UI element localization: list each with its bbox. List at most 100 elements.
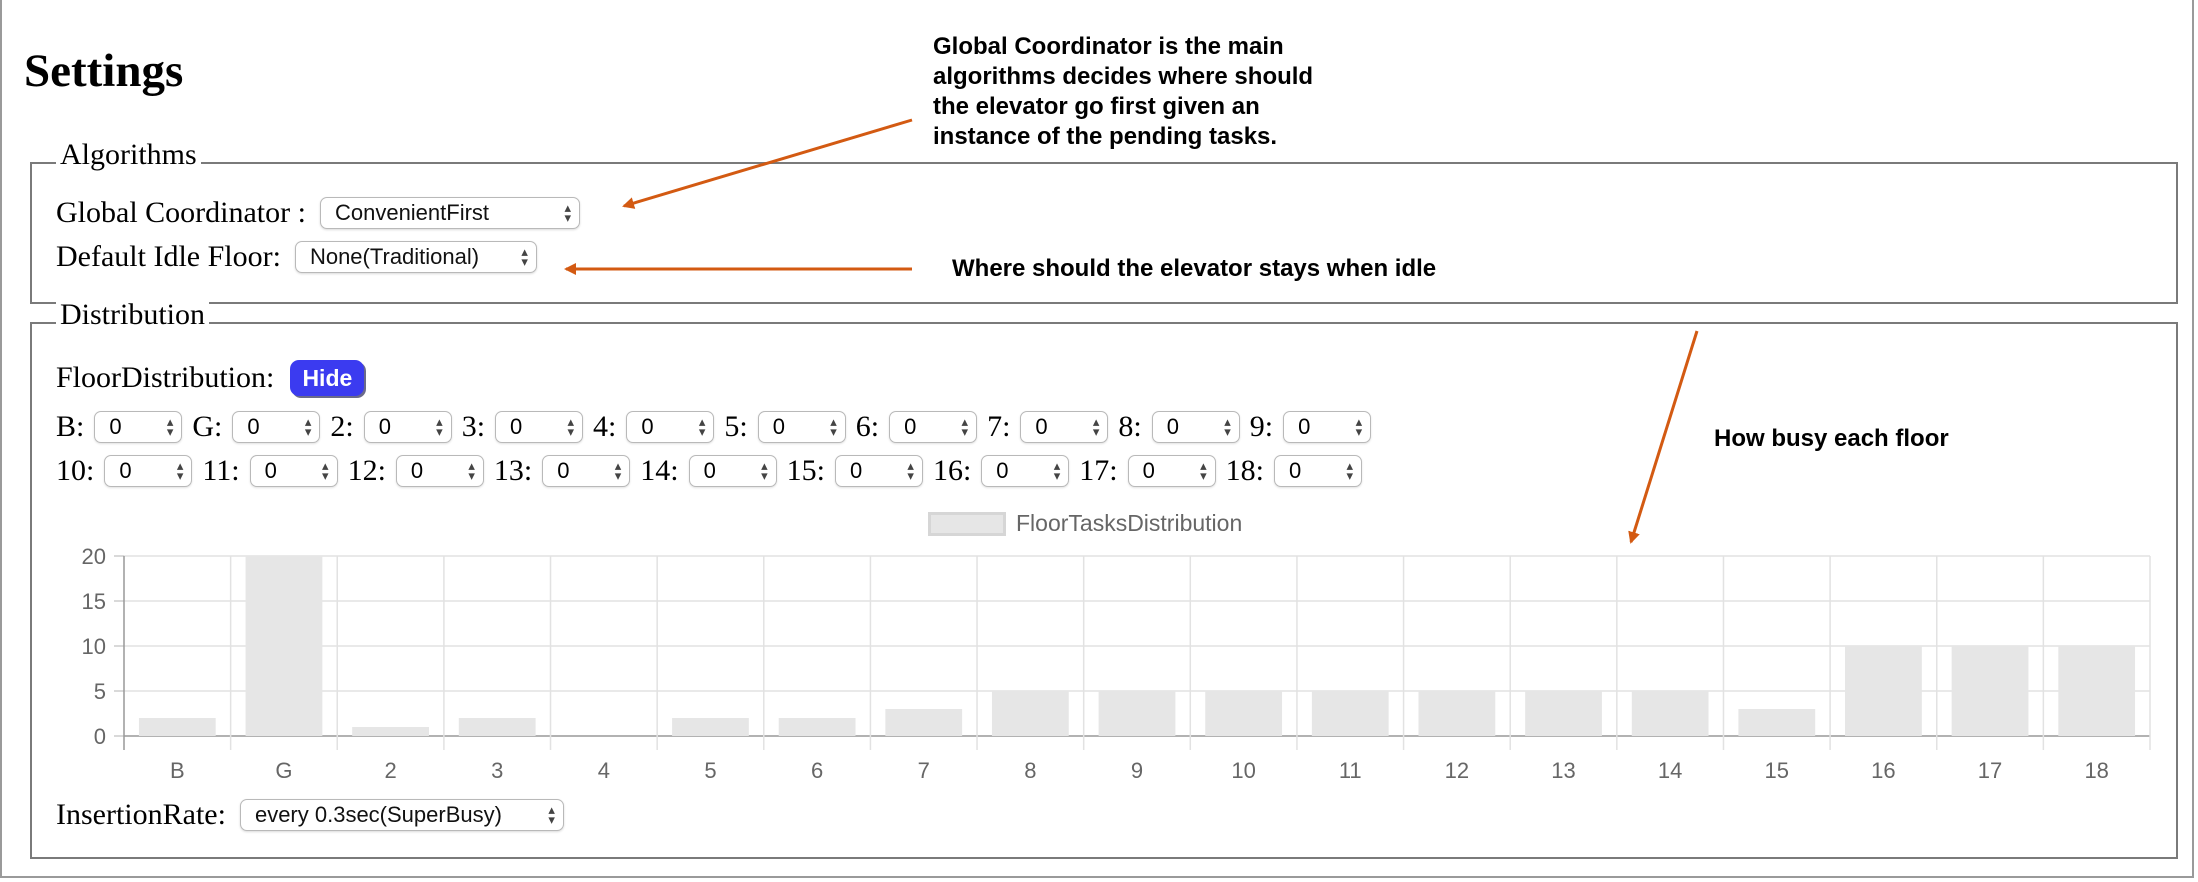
floor-weight-value: 0 <box>1298 414 1311 439</box>
floor-weight-input[interactable]: 0 ▴ ▾ <box>1127 455 1216 487</box>
stepper-chevron-icon: ▴ ▾ <box>166 414 174 439</box>
floor-label: 18: <box>1225 454 1264 487</box>
bar <box>672 718 749 736</box>
bar <box>1311 691 1389 736</box>
floor-weight-input[interactable]: 0 ▴ ▾ <box>542 455 631 487</box>
floor-weight-input[interactable]: 0 ▴ ▾ <box>889 411 978 443</box>
floor-label: 13: <box>493 454 533 487</box>
y-tick-label: 15 <box>82 589 106 614</box>
floor-label: 17: <box>1079 454 1118 487</box>
floor-label: 4: <box>593 410 617 443</box>
page-title: Settings <box>24 45 184 97</box>
bar <box>352 727 429 736</box>
chart-legend[interactable]: FloorTasksDistribution <box>928 510 1242 537</box>
idle-floor-value: None(Traditional) <box>309 244 480 269</box>
bar <box>2058 646 2136 736</box>
x-tick-label: 6 <box>811 758 823 783</box>
bar <box>245 556 323 736</box>
floor-label: 16: <box>932 454 972 487</box>
floor-label: 12: <box>347 454 386 487</box>
insertion-rate-value: every 0.3sec(SuperBusy) <box>254 802 502 827</box>
algorithms-legend: Algorithms <box>56 138 201 172</box>
idle-floor-label: Default Idle Floor: <box>56 240 281 273</box>
x-tick-label: 17 <box>1978 758 2002 783</box>
insertion-rate-row: InsertionRate: every 0.3sec(SuperBusy) ▴… <box>56 798 564 832</box>
bar <box>458 718 536 736</box>
bar <box>1845 646 1922 736</box>
algorithms-fieldset: Algorithms <box>30 138 2178 304</box>
floor-weight-input[interactable]: 0 ▴ ▾ <box>363 411 452 443</box>
x-tick-label: 11 <box>1339 758 1362 783</box>
floor-weight-input[interactable]: 0 ▴ ▾ <box>1151 411 1240 443</box>
floor-inputs-row-1: B: 0 ▴ ▾ G: 0 ▴ ▾ 2: 0 ▴ ▾ 3: 0 ▴ ▾ 4: 0 ▴ ▾ 5: 0 ▴ ▾ 6: 0 ▴ ▾ 7: 0 ▴ ▾… <box>56 410 1381 444</box>
x-tick-label: 13 <box>1551 758 1575 783</box>
floor-weight-input[interactable]: 0 ▴ ▾ <box>395 455 484 487</box>
x-tick-label: 9 <box>1131 758 1143 783</box>
floor-weight-input[interactable]: 0 ▴ ▾ <box>1020 411 1109 443</box>
bar <box>1951 646 2029 736</box>
idle-floor-select[interactable]: None(Traditional) ▴ ▾ <box>294 241 537 273</box>
floor-distribution-row: FloorDistribution: Hide <box>56 360 365 396</box>
x-tick-label: 4 <box>598 758 610 783</box>
busy-annotation: How busy each floor <box>1714 425 1949 452</box>
floor-weight-input[interactable]: 0 ▴ ▾ <box>834 455 923 487</box>
y-tick-label: 20 <box>82 544 106 569</box>
x-tick-label: 12 <box>1445 758 1469 783</box>
bar <box>1205 691 1283 736</box>
floor-weight-input[interactable]: 0 ▴ ▾ <box>104 455 193 487</box>
floor-weight-value: 0 <box>378 414 391 439</box>
stepper-chevron-icon: ▴ ▾ <box>761 458 768 483</box>
floor-weight-input[interactable]: 0 ▴ ▾ <box>249 455 338 487</box>
floor-weight-input[interactable]: 0 ▴ ▾ <box>1273 455 1362 487</box>
select-chevron-icon: ▴ ▾ <box>564 200 571 225</box>
floor-label: 14: <box>640 454 679 487</box>
floor-weight-input[interactable]: 0 ▴ ▾ <box>1283 411 1372 443</box>
floor-weight-value: 0 <box>247 414 260 439</box>
floor-weight-value: 0 <box>557 458 570 483</box>
floor-label: 9: <box>1249 410 1274 443</box>
floor-label: 2: <box>330 410 354 443</box>
bar <box>991 691 1069 736</box>
floor-weight-input[interactable]: 0 ▴ ▾ <box>688 455 777 487</box>
stepper-chevron-icon: ▴ ▾ <box>304 414 312 439</box>
x-tick-label: 7 <box>918 758 930 783</box>
floor-weight-input[interactable]: 0 ▴ ▾ <box>626 411 715 443</box>
stepper-chevron-icon: ▴ ▾ <box>468 458 475 483</box>
floor-weight-value: 0 <box>996 458 1009 483</box>
x-tick-label: 2 <box>384 758 396 783</box>
floor-weight-value: 0 <box>109 414 122 439</box>
floor-distribution-label: FloorDistribution: <box>56 361 275 394</box>
floor-weight-input[interactable]: 0 ▴ ▾ <box>495 411 584 443</box>
floor-weight-input[interactable]: 0 ▴ ▾ <box>232 411 321 443</box>
bar <box>1631 691 1709 736</box>
floor-label: 10: <box>56 454 95 487</box>
bar <box>885 709 963 736</box>
floor-weight-input[interactable]: 0 ▴ ▾ <box>981 455 1070 487</box>
distribution-fieldset: Distribution <box>30 298 2178 859</box>
floor-label: G: <box>192 410 223 443</box>
floor-weight-value: 0 <box>904 414 917 439</box>
floor-weight-input[interactable]: 0 ▴ ▾ <box>94 411 183 443</box>
floor-label: 6: <box>855 410 880 443</box>
floor-label: 7: <box>987 410 1011 443</box>
bar <box>1418 691 1496 736</box>
stepper-chevron-icon: ▴ ▾ <box>322 458 329 483</box>
floor-weight-input[interactable]: 0 ▴ ▾ <box>757 411 846 443</box>
legend-swatch <box>928 511 1006 536</box>
insertion-rate-select[interactable]: every 0.3sec(SuperBusy) ▴ ▾ <box>239 799 564 831</box>
floor-weight-value: 0 <box>641 414 654 439</box>
busy-arrow <box>1628 330 1699 544</box>
floor-label: 8: <box>1118 410 1142 443</box>
stepper-chevron-icon: ▴ ▾ <box>567 414 575 439</box>
idle-floor-row: Default Idle Floor: None(Traditional) ▴ ▾ <box>56 240 537 274</box>
stepper-chevron-icon: ▴ ▾ <box>614 458 622 483</box>
hide-button[interactable]: Hide <box>290 360 365 396</box>
x-tick-label: 18 <box>2084 758 2108 783</box>
select-chevron-icon: ▴ ▾ <box>548 802 555 827</box>
floor-weight-value: 0 <box>1035 414 1048 439</box>
global-coordinator-select[interactable]: ConvenientFirst ▴ ▾ <box>319 197 580 229</box>
stepper-chevron-icon: ▴ ▾ <box>1200 458 1207 483</box>
floor-weight-value: 0 <box>119 458 132 483</box>
